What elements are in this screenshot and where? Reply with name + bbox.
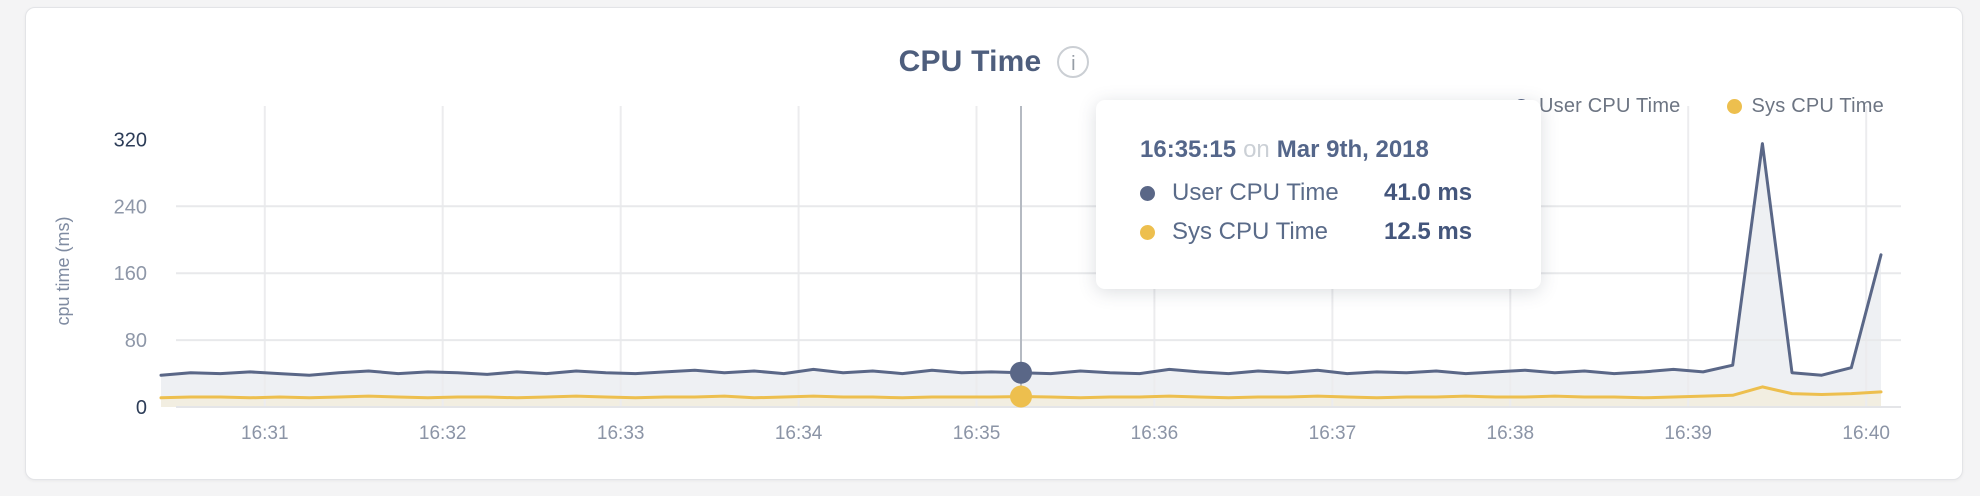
tooltip-series-value: 12.5 ms xyxy=(1384,218,1473,245)
tooltip-series-label: User CPU Time xyxy=(1172,179,1339,206)
y-axis-tick-label: 0 xyxy=(136,397,147,419)
y-axis-title: cpu time (ms) xyxy=(53,216,73,325)
x-axis-tick-label: 16:32 xyxy=(419,423,467,444)
x-axis-tick-label: 16:34 xyxy=(775,423,823,444)
cpu-time-chart[interactable]: 16:31 16:32 16:33 16:34 16:35 16:36 16:37 16:38… xyxy=(26,8,1962,479)
cpu-time-panel: CPU Time i User CPU Time Sys CPU Time 16… xyxy=(25,7,1963,480)
y-axis-tick-label: 240 xyxy=(114,196,147,218)
tooltip-series-value: 41.0 ms xyxy=(1384,179,1473,206)
series-area-user xyxy=(161,143,1881,407)
y-axis-tick-label: 80 xyxy=(125,330,147,352)
chart-header: CPU Time i xyxy=(26,44,1962,80)
tooltip-timestamp: 16:35:15 on Mar 9th, 2018 xyxy=(1140,136,1541,164)
x-axis-tick-label: 16:37 xyxy=(1309,423,1357,444)
chart-title: CPU Time xyxy=(898,45,1042,78)
chart-tooltip: 16:35:15 on Mar 9th, 2018 User CPU Time 41… xyxy=(1096,100,1541,289)
chart-legend: User CPU Time Sys CPU Time xyxy=(1514,95,1884,118)
tooltip-series-label: Sys CPU Time xyxy=(1172,218,1329,245)
x-axis-tick-label: 16:33 xyxy=(597,423,645,444)
tooltip-row-user: User CPU Time 41.0 ms xyxy=(1140,179,1541,207)
x-axis-tick-label: 16:36 xyxy=(1131,423,1179,444)
tooltip-row-sys: Sys CPU Time 12.5 ms xyxy=(1140,218,1541,246)
y-axis-tick-label: 320 xyxy=(114,129,147,151)
legend-item-sys-cpu-time[interactable]: Sys CPU Time xyxy=(1726,95,1884,118)
y-axis-tick-label: 160 xyxy=(114,263,147,285)
x-axis-tick-label: 16:40 xyxy=(1842,423,1890,444)
x-axis-tick-label: 16:38 xyxy=(1487,423,1535,444)
sys-series-dot-icon xyxy=(1140,224,1155,240)
x-axis-tick-label: 16:35 xyxy=(953,423,1001,444)
user-series-dot-icon xyxy=(1140,185,1155,201)
tooltip-date: Mar 9th, 2018 xyxy=(1276,136,1429,163)
tooltip-time: 16:35:15 xyxy=(1140,136,1237,163)
hover-marker-sys xyxy=(1010,385,1032,408)
hover-marker-user xyxy=(1010,361,1032,384)
legend-label: User CPU Time xyxy=(1539,95,1681,117)
sys-series-dot-icon xyxy=(1726,99,1742,114)
x-axis-tick-label: 16:39 xyxy=(1664,423,1712,444)
legend-label: Sys CPU Time xyxy=(1751,95,1884,117)
info-icon[interactable]: i xyxy=(1057,46,1090,78)
tooltip-preposition: on xyxy=(1243,136,1270,163)
x-axis-tick-label: 16:31 xyxy=(241,423,289,444)
